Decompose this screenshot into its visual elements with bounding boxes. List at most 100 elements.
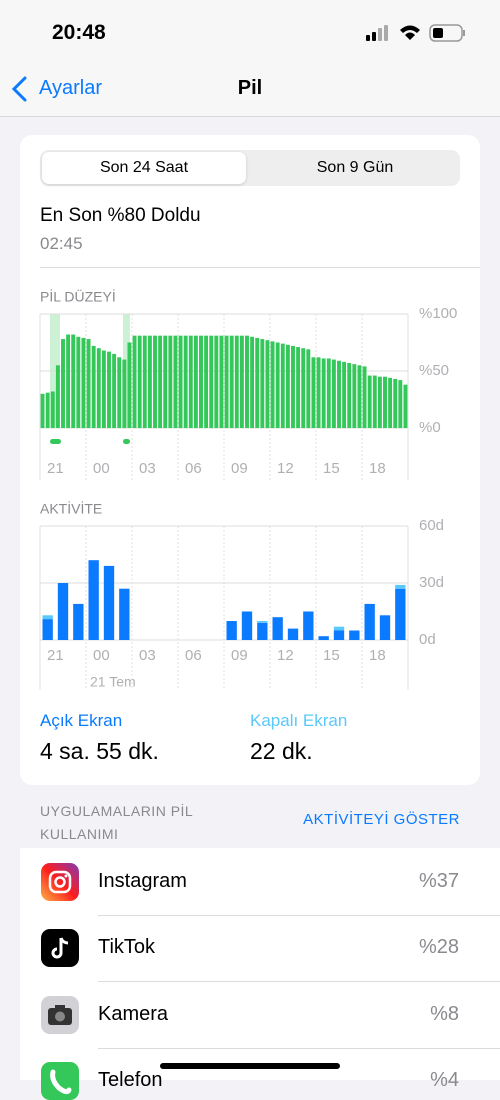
app-name: Telefon [98,1068,163,1091]
battery-bar [285,344,290,428]
row-divider [98,915,500,916]
last-charge: En Son %80 Doldu [40,205,201,226]
battery-bar [352,364,357,428]
battery-bar [122,359,127,428]
activity-bar [226,621,237,640]
activity-bar [257,622,268,640]
battery-bar [255,337,260,428]
battery-bar [142,335,147,428]
battery-bar [61,339,65,428]
summary-value: 4 sa. 55 dk. [40,738,159,764]
activity-bar [42,615,53,620]
battery-bar [173,335,178,428]
activity-bar [379,615,391,640]
back-chevron[interactable] [10,76,30,102]
battery-bar [55,365,60,428]
x-tick-label: 06 [185,460,202,477]
y-tick-label: %0 [419,419,441,436]
activity-bar [257,621,268,623]
chart-title: AKTİVİTE [40,500,102,517]
battery-bar [214,335,219,428]
nav-title: Pil [237,77,263,99]
battery-bar [337,360,341,428]
battery-bar [76,336,81,428]
battery-bar [357,365,362,428]
battery-bar [342,361,347,428]
y-tick-label: 0d [419,631,436,648]
app-name: Instagram [98,870,187,892]
battery-bar [132,335,137,428]
battery-bar [188,335,193,428]
y-tick-label: %100 [419,305,457,322]
app-usage: %8 [430,1002,459,1025]
y-tick-label: %50 [419,362,449,379]
clock: 20:48 [52,21,106,44]
activity-bar [272,617,283,640]
battery-bar [383,376,387,428]
battery-bar [137,335,142,428]
battery-bar [50,391,55,428]
x-tick-label: 18 [369,460,386,477]
battery-bar [204,335,209,428]
battery-bar [193,335,198,428]
battery-bar [45,392,50,428]
back-button[interactable]: Ayarlar [39,77,102,99]
battery-bar [153,335,157,428]
battery-bar [101,350,106,428]
y-tick-label: 60d [419,517,444,534]
activity-bar [73,603,84,640]
battery-bar [40,393,45,428]
battery-bar [199,335,203,428]
battery-bar [372,375,377,428]
battery-bar [127,342,132,428]
activity-bar [287,628,299,640]
activity-bar [395,584,406,589]
app-icon [41,863,79,901]
battery-bar [112,353,117,428]
x-tick-label: 15 [323,647,340,664]
segment[interactable]: Son 9 Gün [316,159,394,176]
battery-bar [331,359,336,428]
app-name: Kamera [98,1002,169,1025]
battery-bar [229,335,234,428]
activity-bar [303,611,314,640]
battery-bar [306,349,311,428]
battery-bar [265,340,270,428]
battery-bar [66,334,71,428]
show-activity[interactable]: AKTİVİTEYİ GÖSTER [303,811,460,828]
x-tick-label: 18 [369,647,386,664]
summary-value: 22 dk. [250,738,313,764]
battery-bar [86,339,91,428]
home-indicator [160,1063,340,1069]
last-charge-time: 02:45 [40,234,83,253]
activity-bar [395,588,406,640]
activity-bar [241,611,253,640]
activity-bar [364,603,375,640]
x-tick-label: 21 [47,647,64,664]
battery-bar [260,339,265,428]
battery-bar [209,335,214,428]
battery-bar [388,377,393,428]
row-divider [98,1047,500,1049]
x-tick-label: 03 [139,460,156,477]
battery-bar [321,358,326,428]
row-divider [98,981,500,983]
battery-bar [234,335,239,428]
battery-bar [168,335,173,428]
charging-dot [50,439,61,444]
activity-bar [119,588,130,640]
battery-bar [311,357,316,428]
segment-selected[interactable]: Son 24 Saat [42,152,246,184]
legend-label: Kapalı Ekran [250,711,348,730]
battery-bar [96,348,101,428]
battery-bar [275,342,280,428]
battery-bar [347,363,352,428]
activity-bar [349,630,360,640]
x-tick-label: 03 [139,647,156,664]
battery-bar [224,335,229,428]
activity-bar [42,619,53,640]
card [20,135,480,785]
activity-bar [103,565,115,640]
battery-bar [280,343,285,428]
activity-bar [333,630,345,640]
